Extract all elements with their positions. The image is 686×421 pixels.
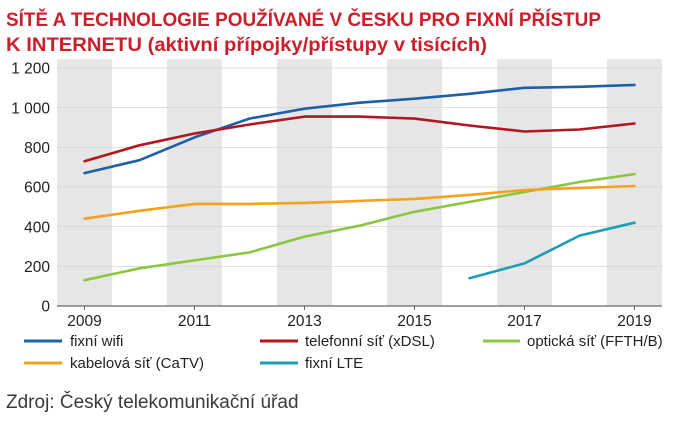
y-tick-label: 1 000 <box>11 100 50 117</box>
legend-label: optická síť (FFTH/B) <box>527 333 663 350</box>
series-line-fixni-lte <box>468 221 636 280</box>
series-lines <box>83 83 636 282</box>
y-tick-label: 0 <box>41 299 50 316</box>
legend-item-fixni-lte: fixní LTE <box>260 355 363 372</box>
year-band-2013 <box>277 59 332 306</box>
x-tick-label: 2015 <box>397 313 431 330</box>
y-tick-label: 600 <box>24 180 50 197</box>
x-tick-label: 2013 <box>287 313 321 330</box>
y-tick-label: 400 <box>24 219 50 236</box>
legend-item-fixni-wifi: fixní wifi <box>24 333 123 350</box>
gridlines <box>57 67 662 267</box>
x-tick-label: 2019 <box>617 313 651 330</box>
legend-item-telefonni-sit-xdsl: telefonní síť (xDSL) <box>260 333 435 350</box>
source-note: Zdroj: Český telekomunikační úřad <box>6 391 299 413</box>
x-tick-label: 2011 <box>178 313 211 330</box>
series-line-kabelova-sit-catv <box>83 184 636 220</box>
legend-label: telefonní síť (xDSL) <box>305 333 435 350</box>
year-bands <box>57 59 662 306</box>
year-band-2017 <box>497 59 552 306</box>
x-axis-tick-labels: 2009 2011 2013 2015 2017 2019 <box>67 313 651 330</box>
legend-item-kabelova-sit: kabelová síť (CaTV) <box>24 355 204 372</box>
series-line-fixni-wifi <box>83 83 636 175</box>
chart-title-line-2: K INTERNETU (aktivní přípojky/přístupy v… <box>6 34 487 56</box>
year-band-2011 <box>167 59 222 306</box>
series-line-telefonni-sit-xdsl <box>83 115 636 163</box>
y-tick-label: 800 <box>24 140 50 157</box>
axes <box>57 305 662 310</box>
legend-label: fixní LTE <box>305 355 363 372</box>
legend-label: fixní wifi <box>70 333 123 350</box>
y-tick-label: 200 <box>24 259 50 276</box>
x-tick-label: 2009 <box>67 313 101 330</box>
legend: fixní wifi telefonní síť (xDSL) optická … <box>24 333 663 372</box>
x-tick-label: 2017 <box>507 313 541 330</box>
year-band-2009 <box>57 59 112 306</box>
legend-label: kabelová síť (CaTV) <box>70 355 204 372</box>
y-tick-label: 1 200 <box>11 61 50 78</box>
legend-item-opticka-sit: optická síť (FFTH/B) <box>483 333 663 350</box>
chart-title-line-1: SÍTĚ A TECHNOLOGIE POUŽÍVANÉ V ČESKU PRO… <box>6 7 601 31</box>
year-band-2019 <box>607 59 662 306</box>
y-axis-tick-labels: 0 200 400 600 800 1 000 1 200 <box>11 61 50 316</box>
